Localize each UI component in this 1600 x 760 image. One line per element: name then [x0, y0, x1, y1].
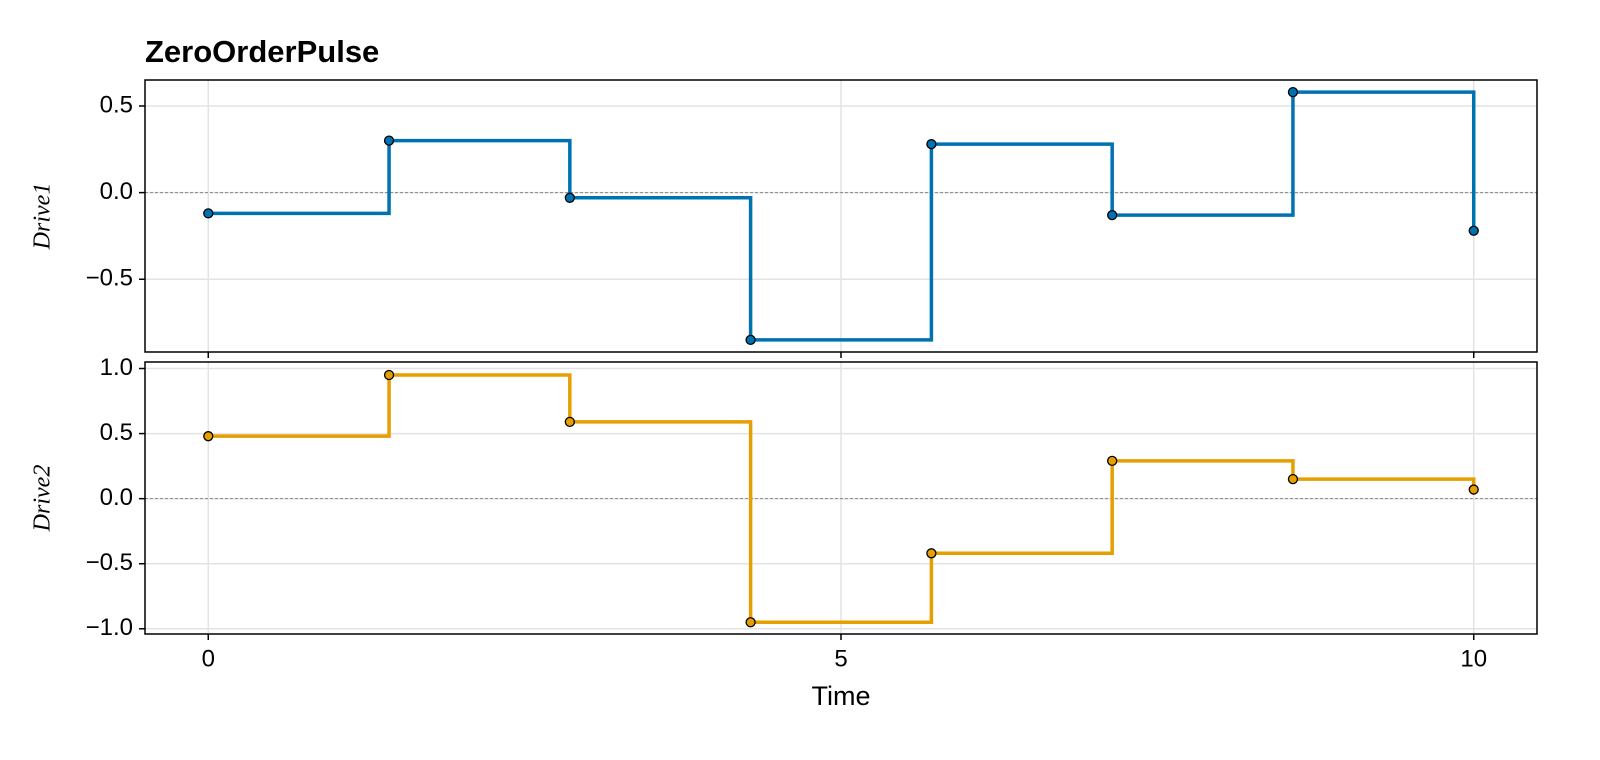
y-tick-label: 0.5 — [100, 91, 133, 118]
data-point — [745, 334, 756, 346]
x-tick-label: 5 — [834, 645, 847, 672]
plot-frame — [144, 79, 1538, 353]
x-axis-label: Time — [812, 681, 871, 711]
data-point — [383, 369, 395, 381]
y-axis-label: Drive2 — [30, 465, 56, 533]
y-tick-label: 0.0 — [100, 484, 133, 511]
data-point — [564, 192, 575, 203]
chart-title: ZeroOrderPulse — [145, 34, 379, 69]
y-tick-label: 1.0 — [100, 354, 133, 381]
x-tick-label: 10 — [1460, 645, 1487, 672]
data-point — [203, 208, 214, 219]
step-line — [208, 90, 1476, 342]
data-point — [926, 548, 937, 559]
data-point — [1468, 484, 1479, 495]
data-point — [564, 416, 575, 428]
data-point — [1468, 225, 1479, 236]
y-tick-label: 0.0 — [100, 178, 133, 205]
x-tick-label: 0 — [202, 645, 215, 672]
y-tick-label: −0.5 — [86, 265, 133, 292]
data-point — [1287, 86, 1299, 98]
y-tick-label: −0.5 — [86, 549, 133, 576]
data-point — [1107, 455, 1118, 467]
y-axis-label: Drive1 — [30, 183, 56, 251]
plot-frame — [144, 361, 1538, 635]
data-point — [1287, 473, 1299, 485]
data-point — [1107, 209, 1118, 221]
data-point — [203, 431, 214, 442]
step-line — [208, 373, 1476, 625]
y-tick-label: −1.0 — [86, 614, 133, 641]
data-point — [926, 138, 937, 150]
data-point — [745, 617, 756, 628]
data-point — [383, 135, 395, 146]
y-tick-label: 0.5 — [100, 419, 133, 446]
